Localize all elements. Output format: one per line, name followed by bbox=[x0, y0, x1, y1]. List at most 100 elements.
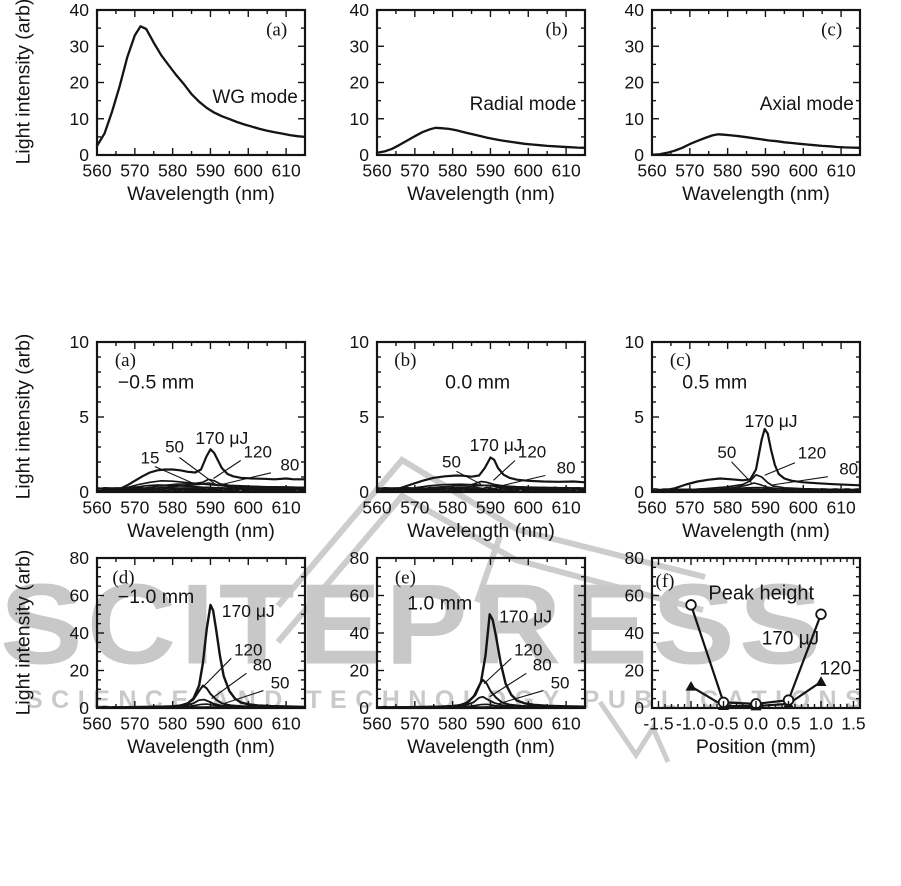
y-tick-label: 10 bbox=[70, 109, 90, 129]
curve-annotation: 50 bbox=[551, 673, 570, 692]
x-axis-title: Wavelength (nm) bbox=[407, 520, 555, 542]
marker-triangle bbox=[815, 676, 827, 686]
chart-panel-minus-0-5mm: 560 570 580 590 600 610 0 5 10 Wavelength (nm) (a)… bbox=[45, 330, 317, 555]
y-tick-label: 20 bbox=[625, 73, 645, 93]
x-tick-label: 580 bbox=[438, 161, 467, 181]
y-tick-label: 80 bbox=[350, 548, 370, 568]
x-tick-label: 600 bbox=[789, 498, 818, 518]
y-tick-label: 10 bbox=[625, 109, 645, 129]
y-axis-label-row1: Light intensity (arb) bbox=[12, 0, 35, 165]
plot-frame bbox=[375, 556, 587, 710]
x-tick-label: 600 bbox=[234, 714, 263, 734]
x-tick-label: 570 bbox=[120, 161, 149, 181]
y-tick-label: 0 bbox=[79, 482, 89, 502]
watermark-title: SCITEPRESS bbox=[0, 561, 826, 689]
x-tick-label: 580 bbox=[713, 498, 742, 518]
y-tick-label: 5 bbox=[634, 407, 644, 427]
x-tick-label: 0.5 bbox=[776, 714, 800, 734]
curve-annotation: 120 bbox=[244, 443, 272, 462]
x-tick-label: 560 bbox=[362, 161, 391, 181]
x-tick-label: 590 bbox=[196, 161, 225, 181]
x-tick-label: 570 bbox=[675, 161, 704, 181]
x-axis-title: Wavelength (nm) bbox=[127, 183, 275, 205]
chart-panel-0-5mm: 560 570 580 590 600 610 0 5 10 Wavelength (nm) (c)… bbox=[600, 330, 872, 555]
annotation-leader-line bbox=[211, 672, 247, 700]
x-tick-label: 570 bbox=[400, 714, 429, 734]
x-tick-label: 610 bbox=[551, 161, 580, 181]
y-tick-label: 0 bbox=[79, 698, 89, 718]
series-line-170-uJ bbox=[375, 613, 587, 709]
x-tick-label: 560 bbox=[82, 498, 111, 518]
y-tick-label: 40 bbox=[625, 0, 645, 20]
series-line-170-uJ bbox=[375, 456, 587, 493]
curve-annotation: 80 bbox=[253, 656, 272, 675]
plot-frame bbox=[650, 8, 862, 157]
y-tick-label: 10 bbox=[350, 332, 370, 352]
annotation-leader-line bbox=[154, 465, 196, 485]
y-tick-label: 10 bbox=[625, 332, 645, 352]
curve-annotation: 170 μJ bbox=[745, 411, 798, 431]
y-tick-label: 0 bbox=[359, 698, 369, 718]
x-tick-label: 580 bbox=[158, 714, 187, 734]
curve-annotation: 170 μJ bbox=[222, 601, 275, 621]
series-line-Axial-mode bbox=[650, 133, 862, 156]
y-tick-label: 5 bbox=[79, 407, 89, 427]
chart-panel-radial-mode: 560 570 580 590 600 610 0 10 20 30 40 Wavelength (n… bbox=[325, 0, 597, 218]
y-tick-label: 0 bbox=[634, 482, 644, 502]
curve-annotation: 50 bbox=[717, 443, 736, 462]
plot-frame bbox=[95, 8, 307, 157]
series-line-80-uJ bbox=[651, 482, 861, 493]
y-tick-label: 20 bbox=[70, 661, 90, 681]
plot-frame bbox=[375, 340, 587, 494]
y-tick-label: 10 bbox=[70, 332, 90, 352]
annotation-leader-line bbox=[764, 462, 796, 476]
curve-annotation: 120 bbox=[234, 641, 262, 660]
curve-annotation: 120 bbox=[819, 658, 851, 679]
curve-annotation: 50 bbox=[442, 453, 461, 472]
x-tick-label: -0.5 bbox=[708, 714, 738, 734]
x-tick-label: 610 bbox=[271, 714, 300, 734]
annotation-leader-line bbox=[731, 461, 752, 484]
x-tick-label: 560 bbox=[362, 498, 391, 518]
x-tick-label: 600 bbox=[234, 161, 263, 181]
curve-annotation: −1.0 mm bbox=[118, 586, 194, 608]
x-tick-label: 610 bbox=[551, 498, 580, 518]
curve-annotation: 80 bbox=[557, 458, 576, 477]
annotation-leader-line bbox=[501, 474, 546, 487]
chart-svg-mid-a: 560 570 580 590 600 610 0 5 10 Wavelength (nm) (a)… bbox=[70, 332, 307, 542]
y-tick-label: 5 bbox=[359, 407, 369, 427]
curve-annotation: 170 μJ bbox=[499, 607, 552, 627]
panel-letter: (c) bbox=[670, 350, 691, 371]
x-tick-label: 600 bbox=[789, 161, 818, 181]
plot-frame bbox=[650, 340, 862, 494]
panel-letter: (e) bbox=[395, 567, 416, 588]
x-tick-label: 570 bbox=[400, 498, 429, 518]
curve-annotation: 170 μJ bbox=[195, 428, 248, 448]
x-tick-label: 590 bbox=[751, 161, 780, 181]
chart-svg-mid-c: 560 570 580 590 600 610 0 5 10 Wavelength (nm) (c)… bbox=[625, 332, 862, 542]
annotation-leader-line bbox=[493, 460, 516, 481]
panel-letter: (a) bbox=[266, 19, 287, 40]
x-axis-title: Position (mm) bbox=[696, 736, 816, 758]
panel-letter: (b) bbox=[546, 19, 568, 40]
x-tick-label: 610 bbox=[826, 161, 855, 181]
annotation-leader-line bbox=[201, 657, 232, 689]
y-tick-label: 80 bbox=[70, 548, 90, 568]
x-tick-label: -1.5 bbox=[643, 714, 673, 734]
x-axis-title: Wavelength (nm) bbox=[407, 736, 555, 758]
y-tick-label: 30 bbox=[350, 36, 370, 56]
plot-frame bbox=[95, 556, 307, 710]
series-line-80-uJ bbox=[96, 482, 306, 493]
x-axis-title: Wavelength (nm) bbox=[127, 520, 275, 542]
y-axis-label-row2: Light intensity (arb) bbox=[12, 333, 35, 500]
annotation-leader-line bbox=[213, 460, 242, 479]
chart-svg-top-c: 560 570 580 590 600 610 0 10 20 30 40 Wavelength (n… bbox=[625, 0, 862, 205]
curve-annotation: 0.5 mm bbox=[682, 372, 747, 394]
annotation-leader-line bbox=[497, 690, 544, 705]
x-tick-label: 600 bbox=[514, 161, 543, 181]
chart-svg-top-b: 560 570 580 590 600 610 0 10 20 30 40 Wavelength (n… bbox=[350, 0, 587, 205]
series-line-170-uJ bbox=[650, 427, 862, 493]
curve-annotation: 80 bbox=[533, 656, 552, 675]
x-tick-label: 590 bbox=[196, 498, 225, 518]
